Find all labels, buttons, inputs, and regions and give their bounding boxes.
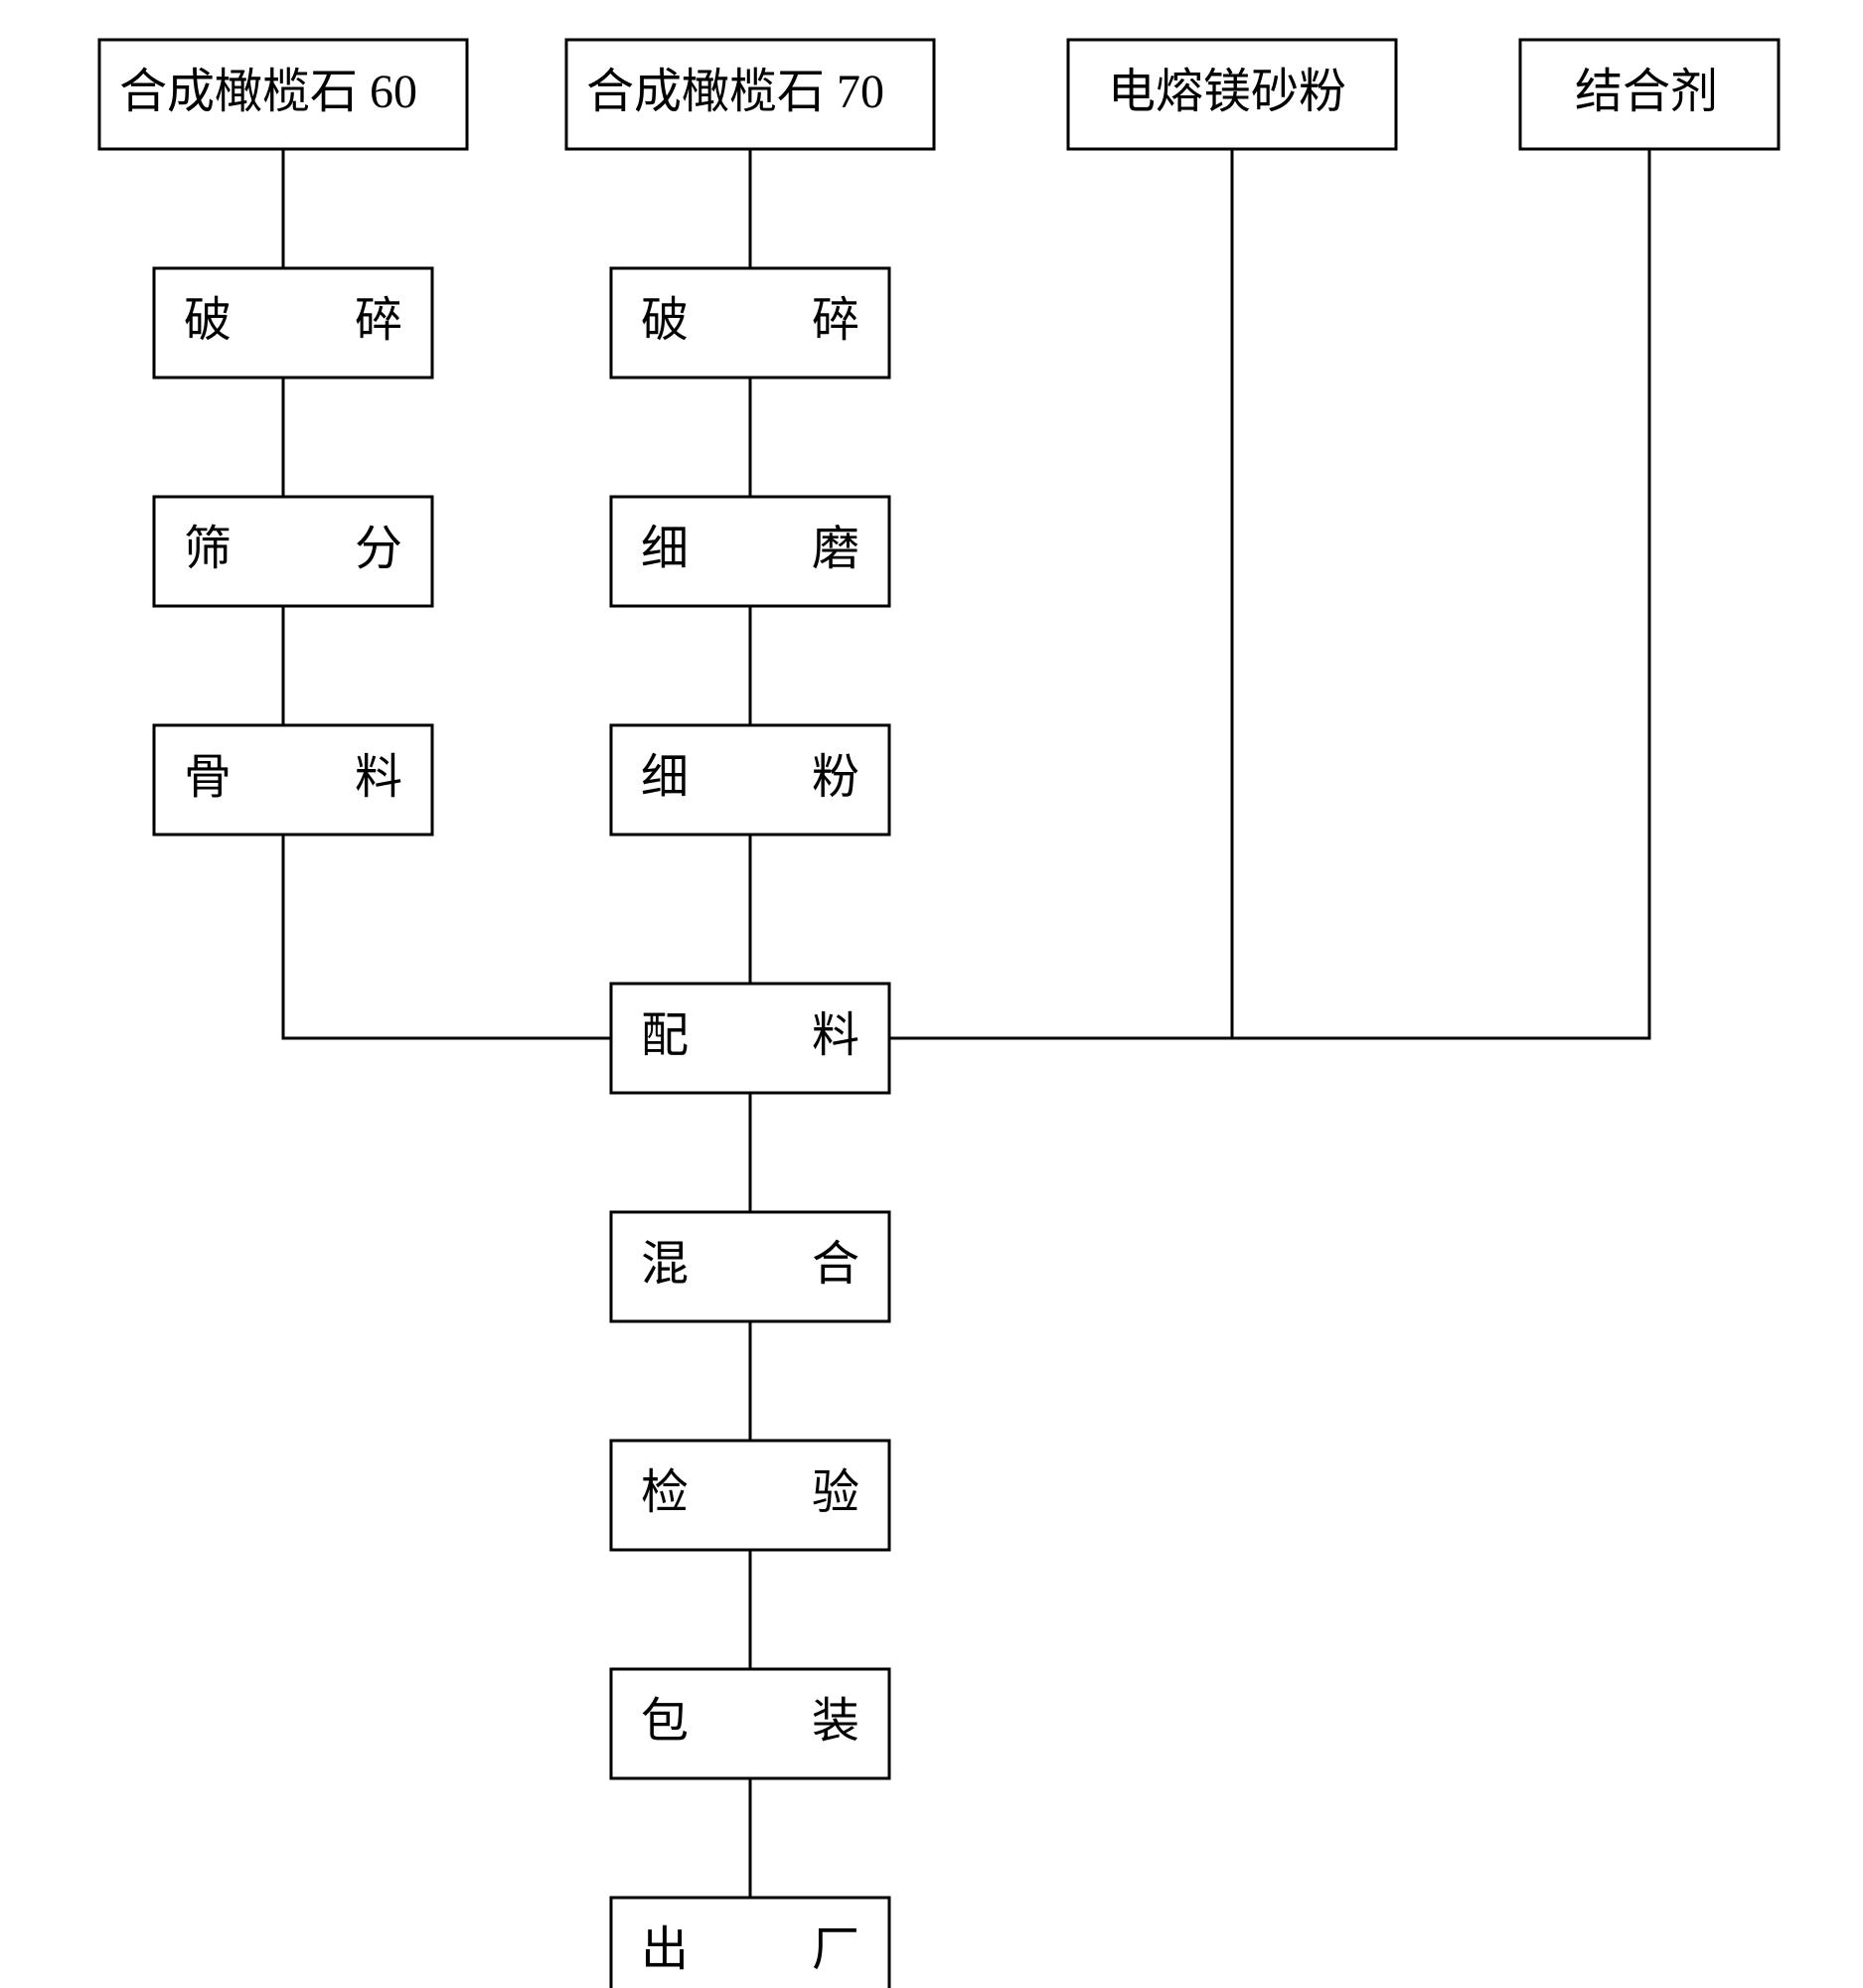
process-flowchart: 合成橄榄石 60合成橄榄石 70电熔镁砂粉结合剂破碎破碎筛分细磨骨料细粉配料混合… — [0, 0, 1863, 1988]
node-label-left: 检 — [641, 1466, 689, 1519]
flow-node-n14: 包装 — [611, 1669, 889, 1778]
flow-node-n1: 合成橄榄石 60 — [99, 40, 467, 149]
flow-node-n4: 结合剂 — [1520, 40, 1779, 149]
node-label-right: 碎 — [355, 294, 402, 347]
flow-node-n5: 破碎 — [154, 268, 432, 378]
node-label-right: 装 — [812, 1695, 859, 1748]
flow-node-n3: 电熔镁砂粉 — [1068, 40, 1396, 149]
node-label-right: 粉 — [812, 751, 859, 804]
flow-node-n6: 破碎 — [611, 268, 889, 378]
flow-node-n12: 混合 — [611, 1212, 889, 1321]
flow-node-n13: 检验 — [611, 1441, 889, 1550]
flow-node-n7: 筛分 — [154, 497, 432, 606]
node-label-left: 出 — [641, 1923, 689, 1976]
flow-node-n10: 细粉 — [611, 725, 889, 835]
node-label-right: 验 — [812, 1466, 859, 1519]
node-label-left: 筛 — [184, 523, 232, 575]
flow-node-n8: 细磨 — [611, 497, 889, 606]
node-label-left: 骨 — [184, 751, 232, 804]
node-label-right: 碎 — [812, 294, 859, 347]
flow-node-n2: 合成橄榄石 70 — [566, 40, 934, 149]
node-label-right: 厂 — [812, 1923, 859, 1976]
node-label: 合成橄榄石 60 — [119, 66, 417, 118]
node-label-left: 细 — [641, 751, 689, 804]
flow-node-n15: 出厂 — [611, 1898, 889, 1988]
node-label-left: 混 — [641, 1238, 689, 1291]
node-label-right: 磨 — [812, 523, 859, 575]
node-label: 电熔镁砂粉 — [1108, 66, 1346, 118]
node-label-left: 包 — [641, 1695, 689, 1748]
node-label-right: 合 — [812, 1238, 859, 1291]
node-label-right: 料 — [355, 751, 402, 804]
node-label-left: 破 — [184, 294, 232, 347]
node-label-left: 细 — [641, 523, 689, 575]
node-label-left: 破 — [641, 294, 689, 347]
node-label-right: 料 — [812, 1009, 859, 1062]
node-label-left: 配 — [641, 1009, 689, 1062]
flow-node-n11: 配料 — [611, 984, 889, 1093]
node-label: 结合剂 — [1575, 66, 1718, 118]
node-label: 合成橄榄石 70 — [586, 66, 884, 118]
node-label-right: 分 — [355, 523, 402, 575]
flow-node-n9: 骨料 — [154, 725, 432, 835]
